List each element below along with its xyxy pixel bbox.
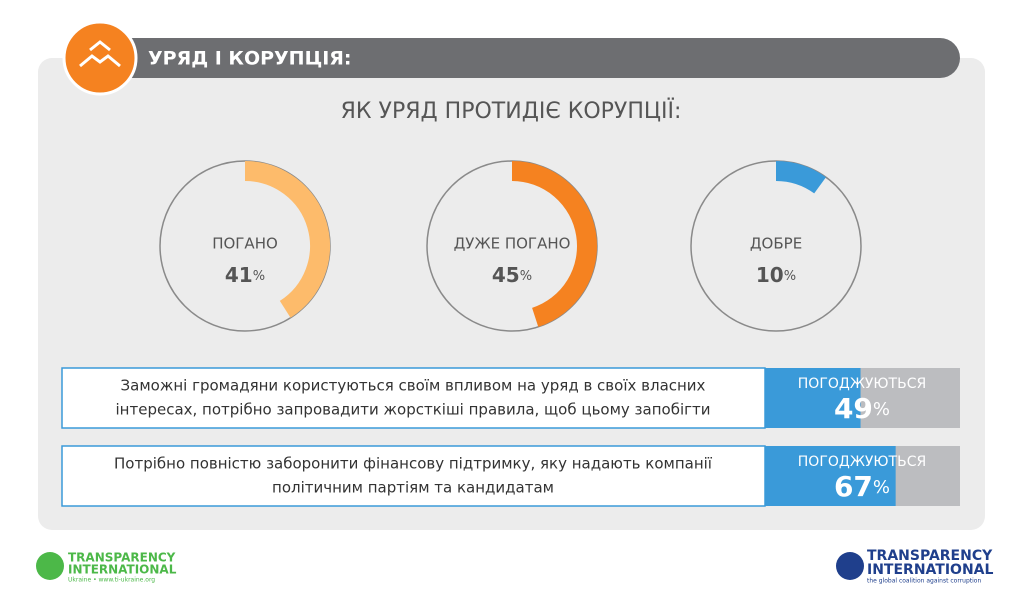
- header-bar: [70, 38, 960, 78]
- value-text: 45%: [492, 263, 532, 287]
- value-part: 10: [756, 263, 784, 287]
- value-text: 10%: [756, 263, 796, 287]
- subtitle: ЯК УРЯД ПРОТИДІЄ КОРУПЦІЇ:: [341, 98, 682, 124]
- value-part: 45: [492, 263, 520, 287]
- value-part: 67: [834, 470, 873, 503]
- value-text: 49%: [834, 392, 890, 425]
- value-text: 67%: [834, 470, 890, 503]
- statement-text: інтересах, потрібно запровадити жорсткіш…: [116, 401, 711, 419]
- value-text: 41%: [225, 263, 265, 287]
- gauge-arc: [775, 161, 826, 194]
- statement-text: Потрібно повністю заборонити фінансову п…: [114, 455, 713, 473]
- logo-sub: Ukraine • www.ti-ukraine.org: [68, 577, 155, 584]
- logo-text: INTERNATIONAL: [68, 563, 177, 577]
- value-part: %: [784, 269, 796, 284]
- statement-box: [61, 445, 766, 507]
- statement-box: [61, 367, 766, 429]
- bar: [765, 368, 861, 428]
- value-part: 49: [834, 392, 873, 425]
- header-icon: [62, 20, 138, 96]
- value-part: %: [253, 269, 265, 284]
- bar: [765, 446, 896, 506]
- logo-mark: [836, 552, 864, 580]
- value-part: 41: [225, 263, 253, 287]
- value-part: %: [873, 477, 890, 498]
- gauge-arc: [511, 161, 597, 327]
- statement-text: політичним партіям та кандидатам: [272, 479, 554, 497]
- value-part: %: [873, 399, 890, 420]
- agree-label: ПОГОДЖУЮТЬСЯ: [798, 376, 926, 392]
- header-title: УРЯД І КОРУПЦІЯ:: [148, 48, 352, 70]
- gauge-arc: [244, 161, 330, 318]
- gauge-label: ДУЖЕ ПОГАНО: [454, 235, 571, 253]
- logo-text: TRANSPARENCY: [867, 548, 993, 564]
- handshake-icon: [79, 40, 121, 68]
- agree-label: ПОГОДЖУЮТЬСЯ: [798, 454, 926, 470]
- logo-sub: the global coalition against corruption: [867, 578, 981, 585]
- statement-text: Заможні громадяни користуються своїм впл…: [121, 377, 706, 395]
- logo-text: INTERNATIONAL: [867, 562, 993, 578]
- logo-text: TRANSPARENCY: [68, 551, 176, 565]
- gauge-label: ПОГАНО: [212, 235, 278, 253]
- value-part: %: [520, 269, 532, 284]
- right-logo: TRANSPARENCY INTERNATIONAL the global co…: [836, 548, 993, 585]
- left-logo: TRANSPARENCY INTERNATIONAL Ukraine • www…: [36, 551, 177, 584]
- gauge-label: ДОБРЕ: [750, 235, 802, 253]
- logo-mark: [36, 552, 64, 580]
